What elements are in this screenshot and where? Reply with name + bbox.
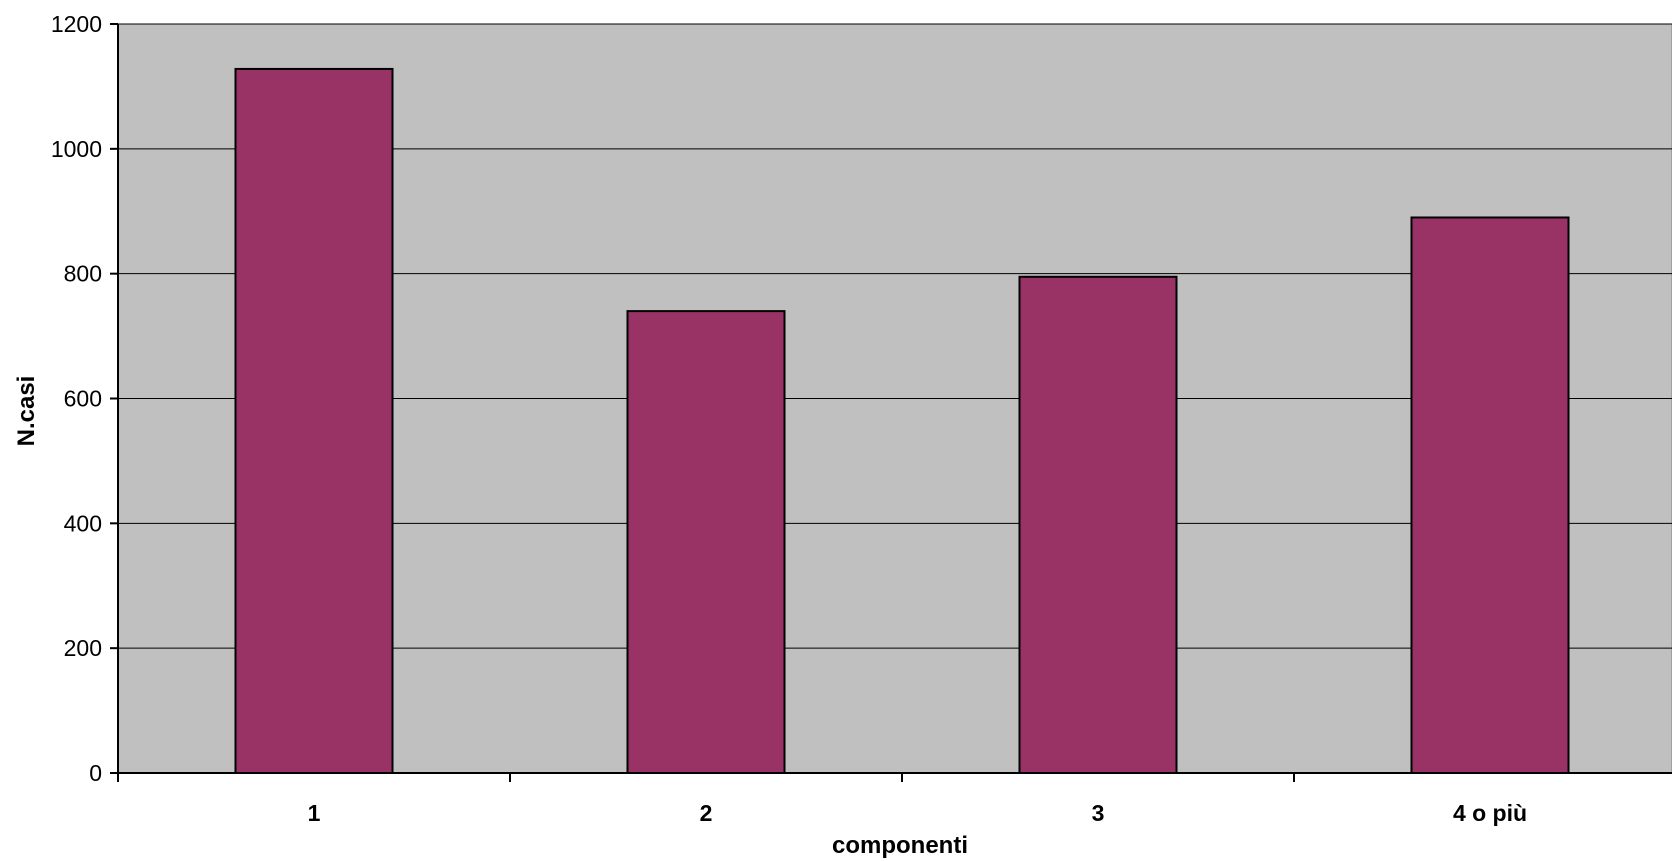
bar-3 xyxy=(1018,275,1178,774)
x-tick-label-2: 2 xyxy=(700,800,713,826)
x-axis: 1 2 3 4 o più xyxy=(117,772,1672,826)
bar-4 xyxy=(1410,216,1570,775)
x-axis-title: componenti xyxy=(832,832,968,859)
y-tick-label-1000: 1000 xyxy=(51,136,102,162)
x-tick-label-4: 4 o più xyxy=(1453,800,1527,826)
y-tick-label-400: 400 xyxy=(64,510,102,536)
bar-1 xyxy=(234,67,394,774)
y-tick-label-0: 0 xyxy=(89,760,102,786)
y-tick-label-200: 200 xyxy=(64,635,102,661)
y-tick-label-1200: 1200 xyxy=(51,11,102,37)
bar-2 xyxy=(626,310,786,774)
y-axis-title: N.casi xyxy=(13,376,40,447)
y-tick-label-600: 600 xyxy=(64,386,102,412)
y-tick-label-800: 800 xyxy=(64,261,102,287)
y-axis: 0 200 400 600 800 1000 1200 xyxy=(51,11,119,786)
x-tick-label-3: 3 xyxy=(1092,800,1105,826)
x-tick-label-1: 1 xyxy=(308,800,321,826)
